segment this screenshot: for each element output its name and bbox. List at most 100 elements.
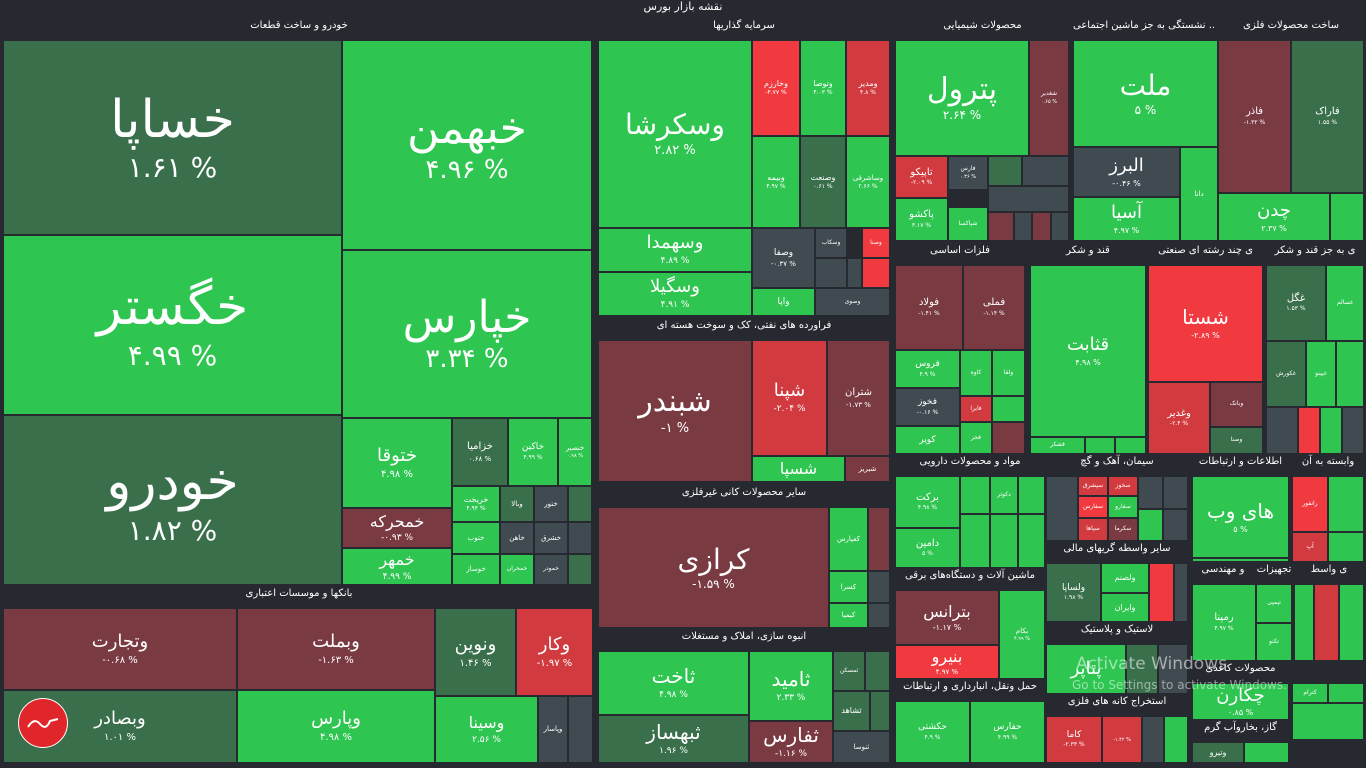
stock-tile[interactable]: وصفا -۰.۳۷ % [752,228,815,288]
stock-tile[interactable]: فخوز -۰.۱۶ % [895,388,960,426]
stock-tile[interactable]: کرازی -۱.۵۹ % [598,507,829,628]
stock-tile[interactable]: تکنو [1256,623,1292,661]
stock-tile[interactable] [1298,407,1320,454]
stock-tile[interactable]: -۱.۴۲ % [1102,716,1142,763]
stock-tile[interactable] [1328,683,1364,703]
stock-tile[interactable] [1266,407,1298,454]
stock-tile[interactable] [865,651,890,691]
stock-tile[interactable]: شغدیر ۰.۶۵ % [1029,40,1069,156]
stock-tile[interactable]: سخوز [1108,476,1138,496]
stock-tile[interactable] [1046,476,1078,541]
stock-tile[interactable]: وصوی [815,288,890,316]
stock-tile[interactable] [960,514,990,568]
stock-tile[interactable]: سپشرق [1078,476,1108,496]
stock-tile[interactable]: دکوثر [990,476,1018,514]
stock-tile[interactable] [1330,193,1364,241]
stock-tile[interactable]: بنیرو ۴.۹۷ % [895,645,999,679]
stock-tile[interactable]: ثنوسا [833,731,890,763]
stock-tile[interactable]: ومدیر ۴.۸ % [846,40,890,136]
stock-tile[interactable]: قشکر [1030,437,1085,454]
stock-tile[interactable]: کفپارس [829,507,868,571]
stock-tile[interactable] [988,186,1069,212]
stock-tile[interactable]: قثابت ۴.۹۸ % [1030,265,1146,437]
stock-tile[interactable] [868,603,890,628]
stock-tile[interactable]: خزامیا ۰.۶۸ % [452,418,508,486]
stock-tile[interactable]: فروس ۴.۹ % [895,350,960,388]
stock-tile[interactable] [1328,532,1364,562]
stock-tile[interactable]: کاما -۲.۳۳ % [1046,716,1102,763]
stock-tile[interactable] [1336,341,1364,407]
stock-tile[interactable] [868,507,890,571]
stock-tile[interactable] [862,258,890,288]
stock-tile[interactable]: وپاسار [538,696,568,763]
stock-tile[interactable]: رانفور [1292,476,1328,532]
stock-tile[interactable]: غپینو [1306,341,1336,407]
stock-tile[interactable]: وغدیر -۲.۴ % [1148,382,1210,454]
stock-tile[interactable] [815,258,847,288]
stock-tile[interactable] [1163,509,1188,541]
stock-tile[interactable]: دامین ۵ % [895,528,960,568]
stock-tile[interactable]: خمودر [534,554,568,585]
stock-tile[interactable]: شسپا [752,456,845,482]
stock-tile[interactable]: شپنا -۲.۰۴ % [752,340,827,456]
stock-tile[interactable]: ولصنم [1101,563,1149,593]
stock-tile[interactable]: وسینا ۲.۵۶ % [435,696,538,763]
stock-tile[interactable] [1339,584,1364,661]
stock-tile[interactable]: فولاد -۱.۴۱ % [895,265,963,350]
stock-tile[interactable]: سفارس [1078,496,1108,518]
stock-tile[interactable]: ختوب [452,522,500,554]
stock-tile[interactable]: خشرق [534,522,568,554]
stock-tile[interactable]: آپ [1292,532,1328,562]
stock-tile[interactable] [1051,212,1069,241]
stock-tile[interactable]: پترول ۲.۶۴ % [895,40,1029,156]
stock-tile[interactable] [988,212,1014,241]
stock-tile[interactable] [990,514,1018,568]
stock-tile[interactable] [1149,563,1174,622]
stock-tile[interactable] [568,696,593,763]
stock-tile[interactable] [1158,644,1188,694]
stock-tile[interactable]: کیمیا [829,603,868,628]
stock-tile[interactable]: خریخت ۴.۹۴ % [452,486,500,522]
stock-tile[interactable]: خگستر ۴.۹۹ % [3,235,342,415]
stock-tile[interactable] [1164,716,1188,763]
stock-tile[interactable] [1126,644,1158,694]
stock-tile[interactable]: کاوه [960,350,992,396]
stock-tile[interactable]: ثمسکن [833,651,865,691]
stock-tile[interactable] [568,554,592,585]
stock-tile[interactable]: فاراک ۱.۵۵ % [1291,40,1364,193]
stock-tile[interactable] [1138,509,1163,541]
stock-tile[interactable]: شبندر -۱ % [598,340,752,482]
stock-tile[interactable] [960,476,990,514]
stock-tile[interactable]: کسرا [829,571,868,603]
stock-tile[interactable]: ختور [534,486,568,522]
stock-tile[interactable]: های وب ۵ % [1192,476,1289,558]
stock-tile[interactable] [868,571,890,603]
stock-tile[interactable]: غسالم [1326,265,1364,341]
stock-tile[interactable]: ثامید ۲.۳۳ % [749,651,833,721]
stock-tile[interactable]: البرز -۰.۴۶ % [1073,147,1180,197]
stock-tile[interactable]: پاکشو ۳.۱۷ % [895,198,948,241]
stock-tile[interactable]: ثفارس -۱.۱۶ % [749,721,833,763]
stock-tile[interactable] [870,691,890,731]
stock-tile[interactable] [1014,212,1032,241]
stock-tile[interactable] [1174,563,1188,622]
stock-tile[interactable]: خاکین ۴.۹۹ % [508,418,558,486]
stock-tile[interactable]: ثبهساز ۱.۹۶ % [598,715,749,763]
stock-tile[interactable]: تپمپی [1256,584,1292,623]
stock-tile[interactable]: بترانس -۱.۱۷ % [895,590,999,645]
stock-tile[interactable]: فملی -۱.۱۴ % [963,265,1025,350]
stock-tile[interactable]: خوساز [452,554,500,585]
stock-tile[interactable]: وبالا [500,486,534,522]
stock-tile[interactable]: سفارو [1108,496,1138,518]
stock-tile[interactable] [1320,407,1342,454]
stock-tile[interactable] [1018,514,1045,568]
stock-tile[interactable]: خبهمن ۴.۹۶ % [342,40,592,250]
stock-tile[interactable]: تاپیکو -۲.۰۹ % [895,156,948,198]
stock-tile[interactable]: بکام ۴.۹۹ % [999,590,1045,679]
stock-tile[interactable]: خنصیر ۰.۹۸ % [558,418,592,486]
stock-tile[interactable]: شتران -۱.۷۳ % [827,340,890,456]
stock-tile[interactable]: وپارس ۴.۹۸ % [237,690,435,763]
stock-tile[interactable]: خودرو ۱.۸۲ % [3,415,342,585]
stock-tile[interactable]: ثشاهد [833,691,870,731]
stock-tile[interactable] [992,422,1025,454]
